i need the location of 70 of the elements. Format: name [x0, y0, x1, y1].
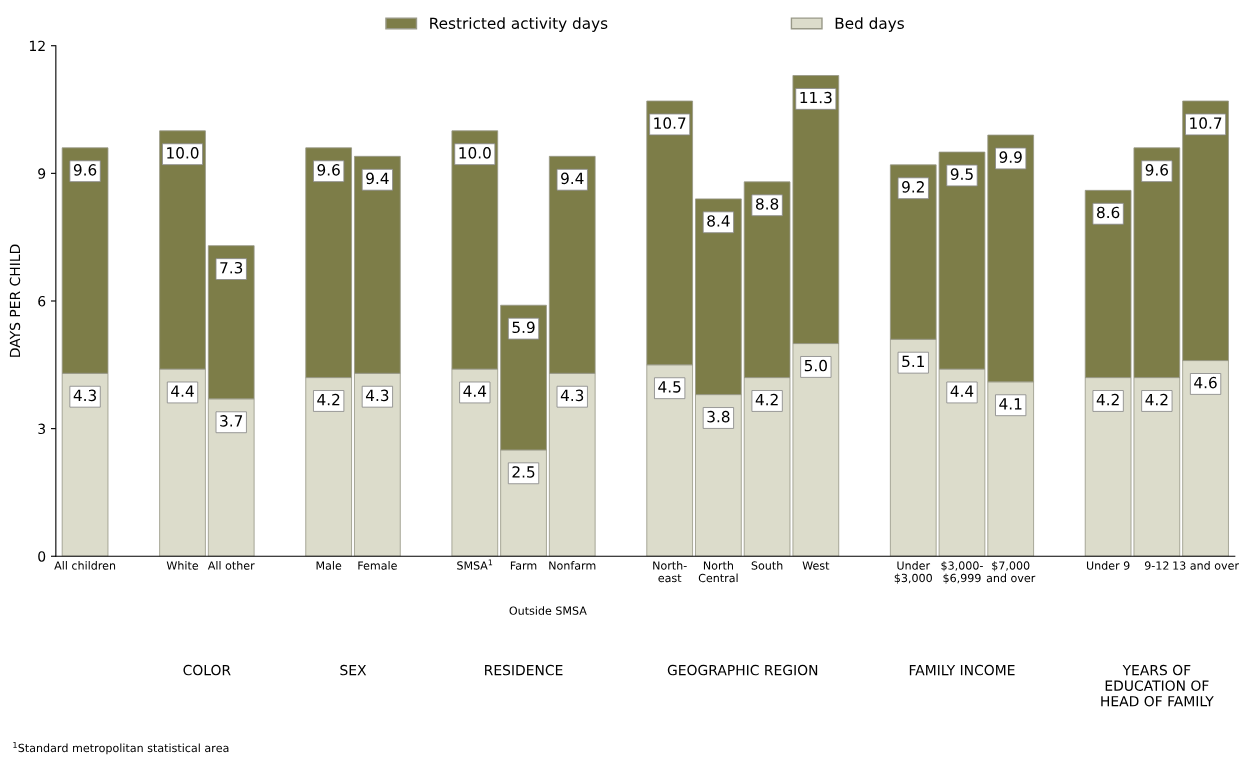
data-label: 4.6 [1194, 376, 1217, 389]
text: RESIDENCE [485, 664, 563, 676]
x-tick-label: West [802, 561, 830, 570]
total-label: 5.9 [512, 321, 535, 334]
data-label: 5.1 [902, 355, 924, 368]
total-label: 7.3 [220, 261, 243, 274]
data-label: 4.5 [658, 381, 681, 393]
text: GEOGRAPHIC REGION [667, 664, 818, 676]
x-tick-label: SMSA$^{1}$ [457, 559, 493, 570]
text: SEX [340, 664, 367, 676]
x-tick-label: North Central [698, 561, 738, 583]
text: COLOR [183, 664, 231, 676]
total-label: 9.9 [999, 151, 1022, 163]
data-label: 3.8 [707, 410, 730, 423]
total-label: 8.6 [1097, 206, 1120, 219]
data-label: 4.3 [365, 389, 389, 402]
x-tick-label: All other [207, 561, 255, 570]
total-label: 9.6 [1145, 164, 1169, 176]
x-tick-label: $3,000- $6,999 [941, 561, 983, 584]
x-tick-label: 13 and over [1173, 561, 1240, 570]
x-tick-label: North- east [653, 561, 687, 583]
total-label: 9.6 [317, 164, 340, 176]
data-label: 4.4 [171, 385, 194, 397]
total-label: 10.0 [459, 147, 491, 159]
x-tick-label: Under 9 [1086, 561, 1130, 570]
text: YEARS OF EDUCATION OF HEAD OF FAMILY [1101, 664, 1214, 707]
y-tick-label: 12 [29, 40, 45, 51]
x-tick-label: $7,000 and over [986, 561, 1036, 583]
total-label: 9.6 [73, 164, 97, 176]
data-label: 4.2 [755, 393, 778, 406]
total-label: 9.4 [366, 172, 389, 185]
x-tick-label: 9-12 [1144, 561, 1169, 570]
data-label: 4.1 [999, 398, 1022, 410]
data-label: 4.4 [463, 385, 487, 397]
x-tick-label: Nonfarm [549, 561, 596, 570]
data-label: 2.5 [512, 466, 535, 478]
total-label: 10.7 [654, 117, 686, 129]
x-tick-label: White [166, 561, 199, 570]
data-label: 4.2 [1145, 393, 1168, 406]
data-label: 4.3 [560, 389, 584, 402]
y-tick-label: 6 [38, 295, 46, 307]
y-axis-title: DAYS PER CHILD [9, 244, 21, 357]
total-label: 10.0 [167, 147, 199, 159]
data-label: 4.2 [317, 393, 340, 406]
data-label: 3.7 [220, 415, 243, 427]
data-label: 5.0 [804, 359, 827, 372]
total-label: 10.7 [1190, 117, 1222, 129]
text: Outside SMSA [509, 606, 587, 615]
x-tick-label: Farm [510, 561, 537, 570]
total-label: 9.5 [950, 168, 973, 180]
data-label: 4.4 [950, 385, 974, 397]
x-tick-label: Female [358, 561, 397, 570]
legend-label: Restricted activity days [430, 17, 608, 32]
total-label: 9.2 [902, 181, 924, 193]
data-label: 4.2 [1096, 393, 1119, 406]
x-tick-label: South [751, 561, 783, 570]
data-label: 4.3 [73, 389, 96, 402]
total-label: 8.4 [707, 215, 730, 227]
y-tick-label: 0 [38, 551, 46, 562]
legend-label: Bed days [835, 17, 904, 32]
total-label: 9.4 [561, 172, 584, 185]
text: $^{1}$Standard metropolitan statistical area [13, 742, 229, 755]
total-label: 11.3 [800, 91, 832, 104]
total-label: 8.8 [756, 198, 779, 210]
text: FAMILY INCOME [909, 664, 1015, 676]
x-tick-label: All children [54, 561, 116, 570]
y-tick-label: 3 [38, 423, 46, 435]
x-tick-label: Male [316, 561, 342, 570]
y-tick-label: 9 [38, 168, 46, 179]
x-tick-label: Under $3,000 [894, 561, 932, 584]
